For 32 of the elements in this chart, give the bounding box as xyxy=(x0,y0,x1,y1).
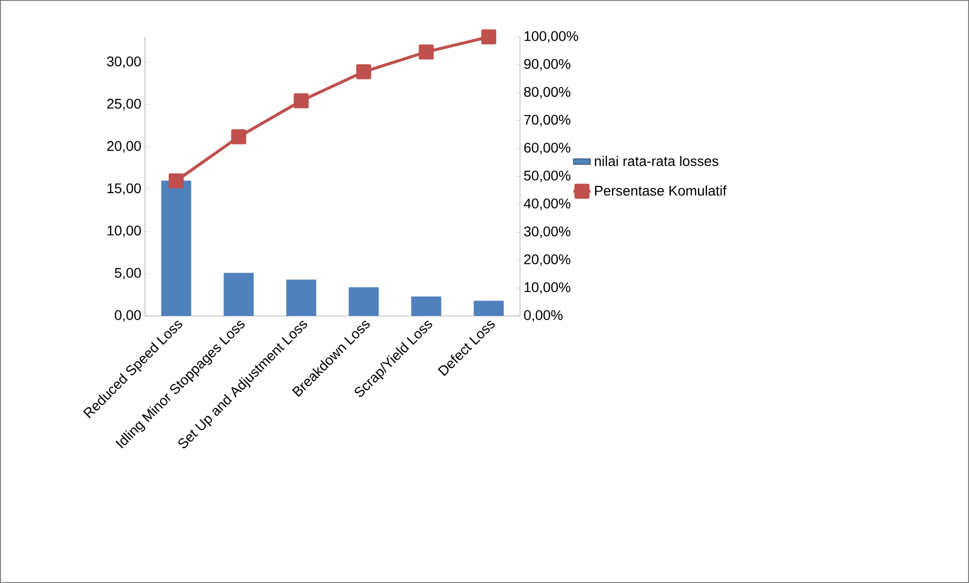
y-tick-label: 10,00 xyxy=(108,226,141,238)
y-tick-label: 0,00 xyxy=(114,310,141,322)
y2-tick-label: 0,00% xyxy=(524,310,563,322)
y-tick-label: 30,00 xyxy=(107,56,141,68)
y2-tick-label: 70,00% xyxy=(524,114,570,126)
point xyxy=(481,29,496,44)
y-tick-label: 5,00 xyxy=(114,268,141,280)
legend-label: Persentase Komulatif xyxy=(595,185,727,196)
legend-label: nilai rata-rata losses xyxy=(594,156,718,166)
y2-tick-label: 90,00% xyxy=(524,59,570,71)
point xyxy=(418,44,434,60)
y2-tick-label: 50,00% xyxy=(524,170,570,182)
y2-tick-label: 60,00% xyxy=(524,142,570,154)
bar xyxy=(474,300,504,316)
point xyxy=(294,93,309,108)
y2-tick-label: 100,00% xyxy=(524,31,578,43)
bar xyxy=(411,296,442,316)
bar xyxy=(224,272,254,316)
point xyxy=(168,173,184,188)
y2-tick-label: 20,00% xyxy=(524,254,570,266)
point xyxy=(231,129,246,144)
point xyxy=(356,64,372,80)
y-tick-label: 20,00 xyxy=(107,141,141,153)
y-tick-label: 15,00 xyxy=(108,183,141,195)
bar xyxy=(348,287,379,316)
bar xyxy=(161,180,192,316)
y2-tick-label: 80,00% xyxy=(524,86,570,99)
y2-tick-label: 10,00% xyxy=(524,282,570,294)
bar xyxy=(286,280,316,316)
y2-tick-label: 30,00% xyxy=(524,226,570,238)
y2-tick-label: 40,00% xyxy=(524,198,570,210)
y-tick-label: 25,00 xyxy=(107,98,141,110)
